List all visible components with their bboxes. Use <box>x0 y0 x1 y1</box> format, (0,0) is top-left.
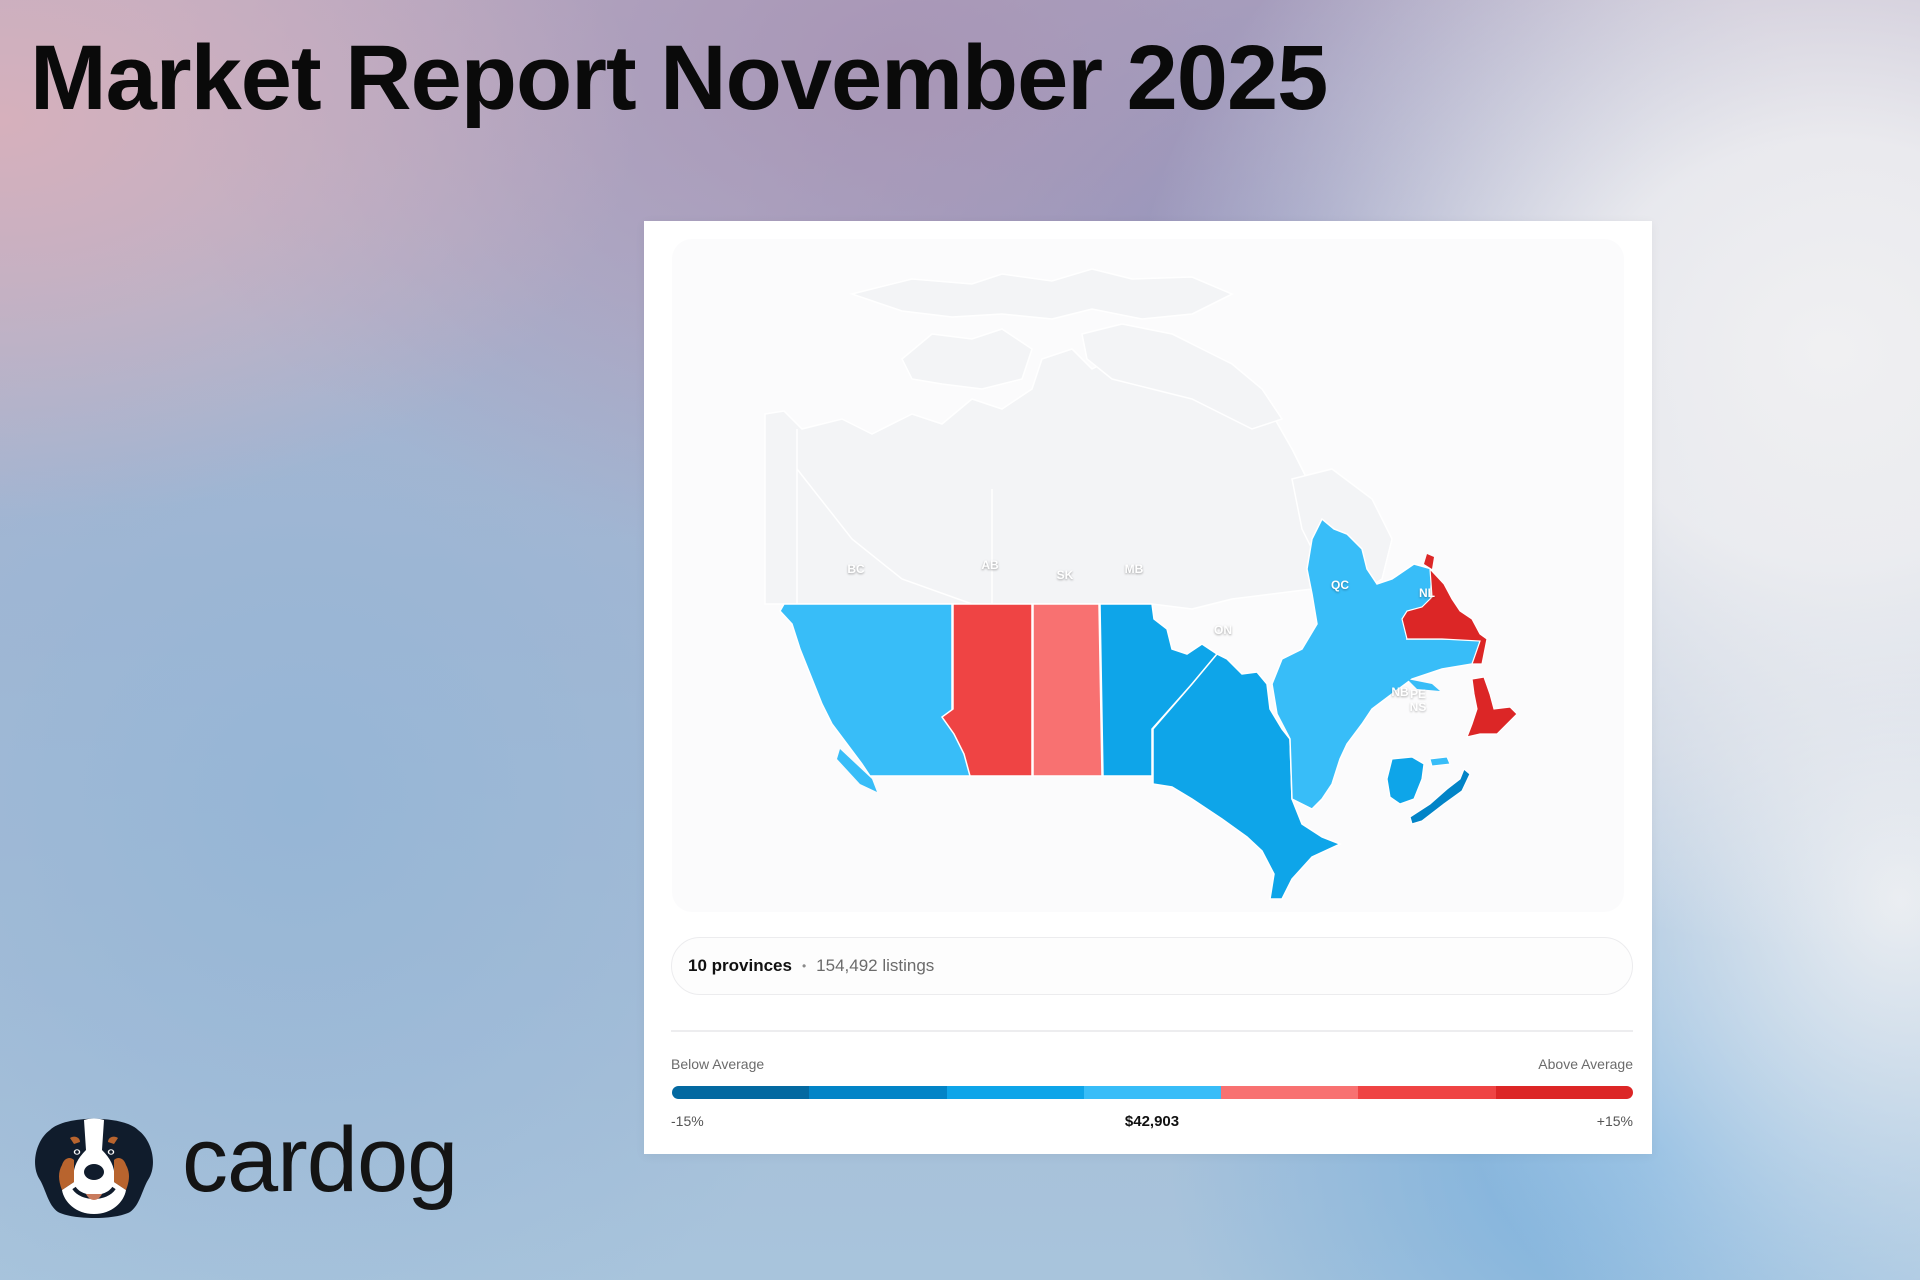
province-count: 10 provinces <box>688 956 792 975</box>
territory-borders <box>796 429 993 605</box>
province-sk <box>1032 603 1103 777</box>
province-pe <box>1429 756 1451 767</box>
province-ns <box>1409 768 1471 825</box>
legend-above-label: Above Average <box>1538 1056 1633 1072</box>
province-label-nl: NL <box>1419 586 1435 600</box>
scale-segment-2 <box>809 1086 947 1099</box>
province-ab <box>940 603 1033 777</box>
scale-segment-6 <box>1358 1086 1496 1099</box>
province-nb <box>1386 756 1425 805</box>
bernese-dog-head-icon <box>35 1118 153 1218</box>
scale-segment-3 <box>946 1086 1084 1099</box>
province-label-on: ON <box>1214 623 1232 637</box>
brand-logo: cardog <box>30 1109 458 1222</box>
province-label-sk: SK <box>1056 568 1074 582</box>
brand-name: cardog <box>182 1109 458 1211</box>
market-map-card: BC AB SK MB ON QC NL NB PE NS 10 provinc… <box>644 221 1652 1154</box>
legend-max: +15% <box>1596 1113 1633 1129</box>
stats-summary: 10 provinces • 154,492 listings <box>671 937 1633 995</box>
province-nl <box>1401 567 1488 665</box>
province-label-ns: NS <box>1409 700 1427 714</box>
legend-average-price: $42,903 <box>1124 1113 1180 1130</box>
province-label-pe: PE <box>1409 687 1427 701</box>
province-qc <box>1271 517 1484 810</box>
listing-count: 154,492 listings <box>816 956 935 975</box>
province-label-mb: MB <box>1124 562 1144 576</box>
province-on <box>1152 653 1342 900</box>
divider <box>671 1030 1633 1032</box>
province-nl-island <box>1466 676 1518 738</box>
canada-choropleth-map: BC AB SK MB ON QC NL NB PE NS <box>672 239 1624 912</box>
color-scale-bar <box>672 1086 1633 1099</box>
legend-min: -15% <box>671 1113 704 1129</box>
scale-segment-4 <box>1083 1086 1222 1099</box>
province-mb <box>1099 603 1219 777</box>
scale-segment-5 <box>1221 1086 1359 1099</box>
province-label-qc: QC <box>1331 578 1349 592</box>
province-label-nb: NB <box>1391 685 1409 699</box>
page-title: Market Report November 2025 <box>30 27 1328 129</box>
separator-dot: • <box>801 959 807 973</box>
scale-segment-1 <box>672 1086 810 1099</box>
territories-inactive <box>764 268 1393 610</box>
scale-segment-7 <box>1495 1086 1633 1099</box>
canada-map-graphic <box>764 268 1518 900</box>
legend-below-label: Below Average <box>671 1056 765 1072</box>
province-label-ab: AB <box>981 558 999 572</box>
province-label-bc: BC <box>847 562 865 576</box>
